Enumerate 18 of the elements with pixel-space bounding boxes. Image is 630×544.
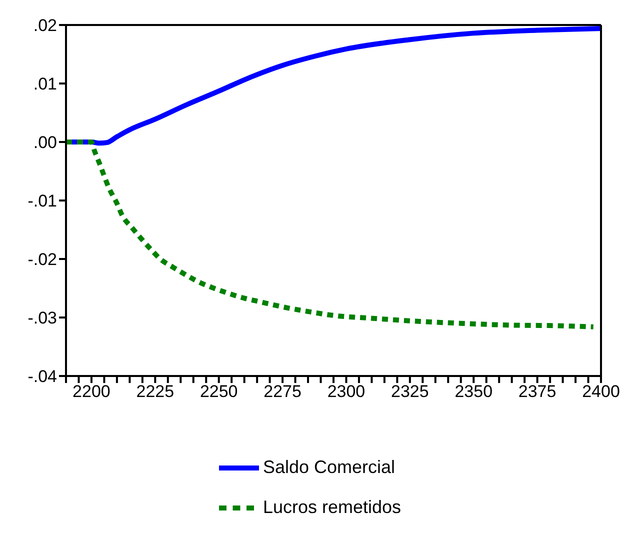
x-tick-label: 2250 xyxy=(200,382,238,402)
y-tick-label: .00 xyxy=(33,133,57,152)
y-tick-label: .02 xyxy=(33,16,57,36)
x-tick-label: 2375 xyxy=(518,382,556,402)
y-tick-label: -.01 xyxy=(28,192,57,211)
x-tick-label: 2275 xyxy=(264,382,302,402)
x-tick-label: 2350 xyxy=(454,382,493,402)
legend-label: Saldo Comercial xyxy=(262,456,396,477)
legend-label: Lucros remetidos xyxy=(262,496,402,517)
x-tick-label: 2300 xyxy=(327,382,366,402)
x-tick-label: 2225 xyxy=(136,382,174,402)
y-tick-label: -.02 xyxy=(28,250,57,270)
y-tick-label: .01 xyxy=(33,74,57,94)
y-tick-label: -.04 xyxy=(28,367,57,386)
y-tick-label: -.03 xyxy=(28,308,57,328)
x-tick-label: 2325 xyxy=(391,382,429,402)
x-tick-label: 2400 xyxy=(582,382,620,402)
x-tick-label: 2200 xyxy=(72,382,110,402)
